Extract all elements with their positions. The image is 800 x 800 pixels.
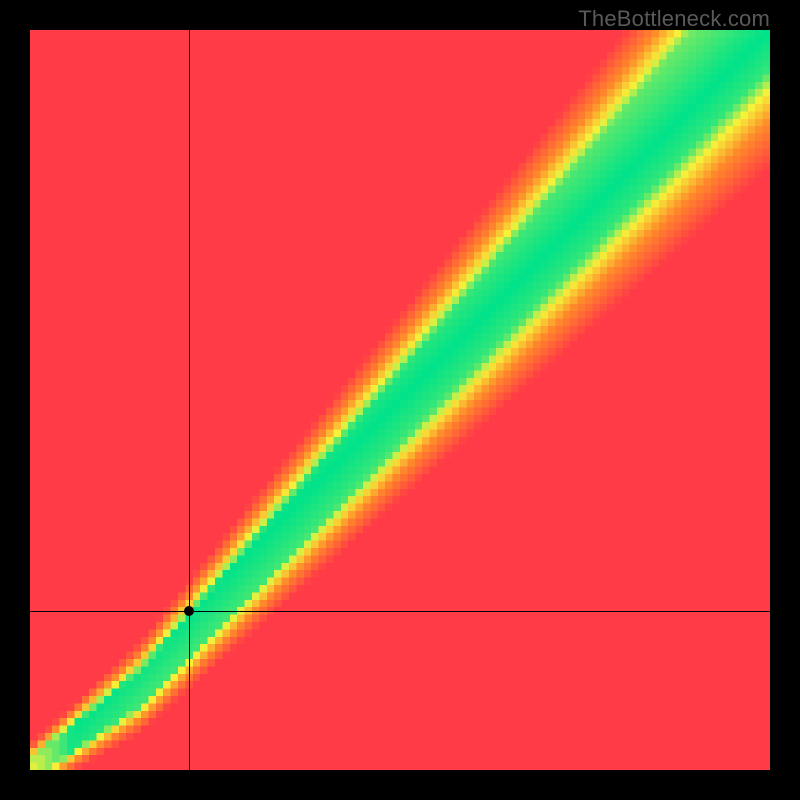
heatmap-canvas bbox=[30, 30, 770, 770]
chart-frame: TheBottleneck.com bbox=[0, 0, 800, 800]
heatmap-plot bbox=[30, 30, 770, 770]
watermark-text: TheBottleneck.com bbox=[578, 6, 770, 32]
crosshair-horizontal bbox=[30, 611, 770, 612]
crosshair-vertical bbox=[189, 30, 190, 770]
crosshair-marker bbox=[184, 606, 194, 616]
